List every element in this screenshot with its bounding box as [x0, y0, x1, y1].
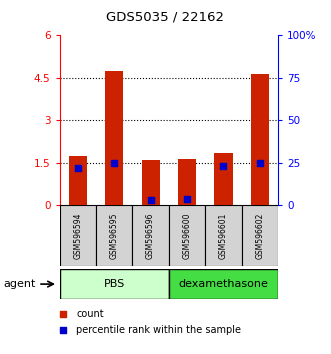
Text: dexamethasone: dexamethasone [178, 279, 268, 289]
Point [148, 198, 153, 203]
Bar [169, 205, 205, 266]
Text: GSM596601: GSM596601 [219, 212, 228, 259]
Point [60, 312, 66, 317]
Point [257, 160, 262, 166]
Text: GSM596600: GSM596600 [182, 212, 192, 259]
Text: agent: agent [3, 279, 36, 289]
Bar [142, 160, 160, 205]
Text: PBS: PBS [104, 279, 125, 289]
Text: GSM596594: GSM596594 [73, 212, 82, 259]
Point [112, 160, 117, 166]
Bar [169, 269, 278, 299]
Text: percentile rank within the sample: percentile rank within the sample [76, 325, 241, 335]
Point [221, 164, 226, 169]
Bar [205, 205, 242, 266]
Bar [105, 71, 123, 205]
Point [184, 196, 190, 201]
Text: GSM596596: GSM596596 [146, 212, 155, 259]
Text: GSM596602: GSM596602 [255, 212, 264, 259]
Text: count: count [76, 309, 104, 319]
Bar [60, 205, 96, 266]
Bar [132, 205, 169, 266]
Bar [214, 153, 232, 205]
Bar [242, 205, 278, 266]
Point [60, 327, 66, 333]
Text: GSM596595: GSM596595 [110, 212, 119, 259]
Bar [60, 269, 169, 299]
Bar [251, 74, 269, 205]
Bar [96, 205, 132, 266]
Text: GDS5035 / 22162: GDS5035 / 22162 [107, 11, 224, 24]
Bar [69, 156, 87, 205]
Bar [178, 159, 196, 205]
Point [75, 165, 80, 171]
